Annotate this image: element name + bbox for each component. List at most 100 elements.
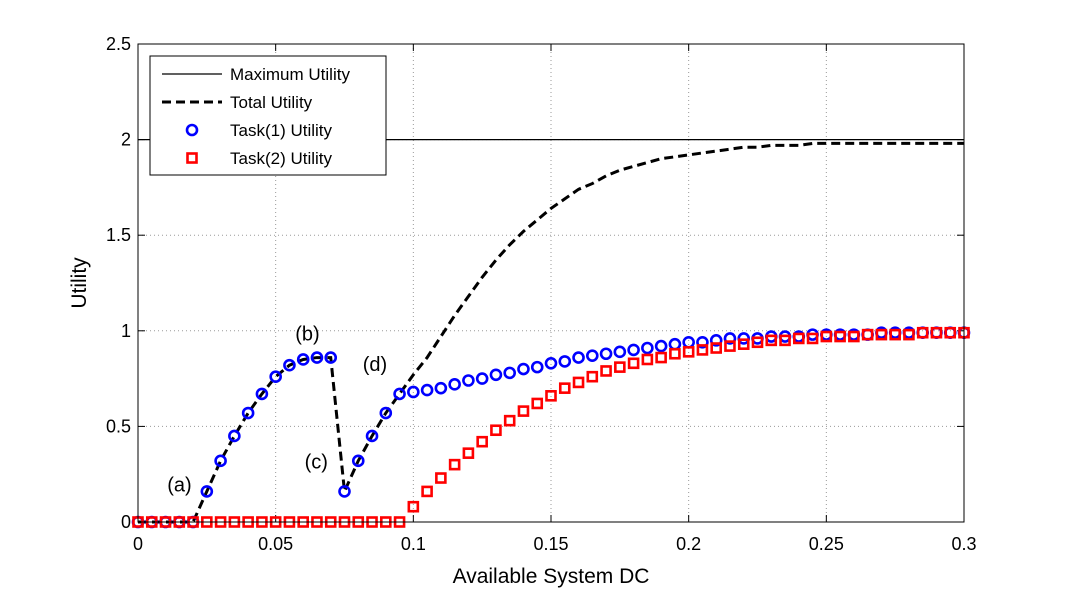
legend-label: Total Utility bbox=[230, 93, 313, 112]
task2-point bbox=[572, 376, 585, 389]
task2-point bbox=[806, 332, 819, 345]
task1-point bbox=[365, 429, 379, 443]
task2-point bbox=[476, 435, 488, 448]
annotation-label: (c) bbox=[305, 451, 328, 473]
x-tick-label: 0.3 bbox=[951, 534, 976, 554]
task2-point bbox=[669, 347, 681, 360]
task2-point bbox=[930, 326, 943, 339]
task2-point bbox=[614, 361, 626, 373]
task2-point bbox=[944, 326, 957, 339]
task2-point bbox=[641, 353, 654, 366]
x-tick-label: 0.05 bbox=[258, 534, 293, 554]
task1-point bbox=[709, 334, 723, 347]
task2-point bbox=[737, 338, 750, 350]
task2-point bbox=[792, 332, 805, 345]
task2-point bbox=[710, 342, 723, 354]
task1-point bbox=[641, 341, 654, 355]
task2-point bbox=[916, 326, 929, 339]
task1-point bbox=[558, 355, 572, 368]
y-tick-label: 0.5 bbox=[106, 416, 131, 436]
task1-point bbox=[613, 345, 627, 359]
task1-point bbox=[530, 360, 544, 374]
task1-point bbox=[420, 383, 434, 397]
task2-point bbox=[779, 334, 791, 347]
task1-point bbox=[448, 378, 461, 391]
task1-point bbox=[696, 335, 709, 349]
task2-point bbox=[655, 351, 667, 364]
task1-point bbox=[517, 362, 530, 376]
task1-point bbox=[627, 343, 640, 357]
y-tick-label: 2.5 bbox=[106, 34, 131, 54]
legend-label: Task(2) Utility bbox=[230, 149, 333, 168]
task1-point bbox=[324, 351, 338, 364]
task1-point bbox=[283, 358, 296, 372]
task2-point bbox=[586, 370, 599, 383]
task2-point bbox=[421, 485, 433, 498]
task1-point bbox=[296, 353, 310, 366]
legend-label: Task(1) Utility bbox=[230, 121, 333, 140]
task2-point bbox=[531, 397, 544, 410]
legend-box bbox=[149, 55, 387, 176]
task1-point bbox=[489, 368, 503, 382]
task2-point bbox=[875, 328, 888, 341]
task2-point bbox=[861, 328, 874, 341]
task1-point bbox=[228, 429, 241, 443]
task2-point bbox=[724, 340, 736, 352]
x-axis-label: Available System DC bbox=[453, 565, 650, 588]
task1-point bbox=[338, 485, 351, 498]
task2-point bbox=[407, 500, 420, 513]
y-tick-label: 0 bbox=[121, 512, 131, 532]
y-axis-label: Utility bbox=[68, 257, 91, 309]
task1-point bbox=[379, 406, 393, 420]
task1-point bbox=[585, 349, 599, 362]
task1-point bbox=[269, 370, 282, 383]
task1-point bbox=[351, 454, 365, 468]
task1-point bbox=[544, 357, 558, 370]
x-tick-label: 0.25 bbox=[809, 534, 844, 554]
task1-point bbox=[241, 406, 255, 420]
legend-label: Maximum Utility bbox=[230, 65, 350, 84]
task2-point bbox=[462, 447, 475, 459]
axis-ticks: 0 0.05 0.1 0.15 0.2 0.25 0.3 0 0.5 1 1.5 2 2.5 bbox=[106, 34, 977, 554]
x-tick-label: 0.1 bbox=[401, 534, 426, 554]
task2-point bbox=[682, 346, 695, 358]
task2-point bbox=[503, 414, 516, 427]
y-tick-label: 2 bbox=[121, 130, 131, 150]
task1-point bbox=[393, 387, 406, 401]
task2-point bbox=[848, 330, 860, 343]
task1-point bbox=[200, 485, 214, 498]
x-tick-label: 0 bbox=[133, 534, 143, 554]
task1-point bbox=[572, 351, 585, 364]
task2-point bbox=[627, 357, 640, 370]
task2-point bbox=[448, 458, 461, 471]
task1-point bbox=[503, 366, 517, 380]
task2-point bbox=[889, 328, 901, 341]
task1-point bbox=[599, 347, 613, 361]
annotation-label: (d) bbox=[363, 354, 387, 376]
task2-point bbox=[558, 382, 571, 394]
task2-point bbox=[545, 390, 557, 402]
task1-point bbox=[723, 332, 737, 345]
task1-point bbox=[654, 339, 668, 353]
x-tick-label: 0.2 bbox=[676, 534, 701, 554]
annotation-label: (a) bbox=[167, 474, 191, 496]
task1-point bbox=[407, 385, 420, 399]
x-tick-label: 0.15 bbox=[533, 534, 568, 554]
series-line-total-utility bbox=[138, 141, 964, 524]
task1-point bbox=[255, 387, 269, 401]
legend-swatch-task2-utility bbox=[186, 152, 198, 164]
task2-point bbox=[751, 336, 764, 349]
y-tick-label: 1.5 bbox=[106, 225, 131, 245]
task1-point bbox=[214, 454, 227, 468]
annotations: (a) (b) (c) (d) bbox=[167, 323, 387, 496]
task2-point bbox=[435, 472, 447, 484]
annotation-label: (b) bbox=[295, 323, 319, 345]
task2-point bbox=[490, 424, 502, 437]
task1-point bbox=[462, 374, 475, 387]
task2-point bbox=[517, 405, 530, 417]
legend-swatch-task1-utility bbox=[185, 123, 199, 137]
task2-point bbox=[834, 330, 846, 343]
task1-point bbox=[310, 351, 324, 364]
task2-point bbox=[820, 330, 833, 343]
